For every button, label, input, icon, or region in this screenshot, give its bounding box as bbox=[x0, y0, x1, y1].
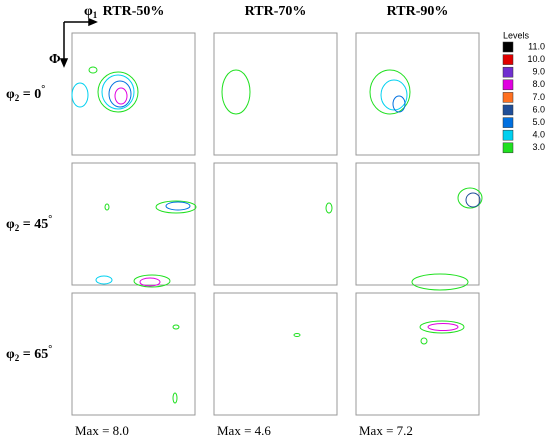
row-text: = 45 bbox=[19, 217, 48, 232]
legend-swatch bbox=[502, 54, 514, 65]
Phi-label: Φ bbox=[49, 52, 61, 67]
legend-swatch bbox=[502, 41, 514, 53]
section-panel bbox=[71, 292, 196, 416]
row-symbol: φ bbox=[6, 347, 15, 362]
legend-swatch bbox=[502, 92, 514, 103]
section-panel bbox=[355, 292, 480, 416]
legend: 11.0 10.0 9.0 8.0 7.0 6.0 5.0 4.0 3.0 bbox=[502, 41, 545, 154]
column-title: RTR-90% bbox=[387, 4, 449, 19]
max-label: Max = 7.2 bbox=[359, 423, 413, 438]
row-superscript: ° bbox=[48, 214, 52, 225]
phi1-symbol: φ bbox=[84, 4, 93, 19]
section-panel bbox=[355, 162, 480, 286]
contours bbox=[71, 66, 483, 404]
legend-label: 5.0 bbox=[532, 117, 545, 127]
legend-label: 9.0 bbox=[532, 67, 545, 77]
legend-label: 7.0 bbox=[532, 92, 545, 102]
row-text: = 0 bbox=[19, 87, 41, 102]
row-subscript: 2 bbox=[15, 223, 20, 233]
section-panel bbox=[71, 32, 196, 156]
legend-label: 11.0 bbox=[528, 41, 545, 51]
legend-label: 4.0 bbox=[532, 130, 545, 140]
phi1-subscript: 1 bbox=[93, 10, 98, 20]
row-label: φ2 = 0° bbox=[6, 84, 45, 103]
column-title: RTR-70% bbox=[245, 4, 307, 19]
row-symbol: φ bbox=[6, 87, 15, 102]
section-panel bbox=[71, 162, 196, 286]
legend-swatch bbox=[502, 129, 514, 141]
legend-swatch bbox=[502, 79, 514, 91]
section-panel bbox=[213, 32, 338, 156]
section-panel bbox=[355, 32, 480, 156]
legend-label: 3.0 bbox=[532, 142, 545, 152]
row-label: φ2 = 45° bbox=[6, 214, 52, 233]
row-label: φ2 = 65° bbox=[6, 344, 52, 363]
max-label: Max = 4.6 bbox=[217, 423, 271, 438]
legend-swatch bbox=[502, 142, 514, 154]
legend-swatch bbox=[502, 66, 514, 78]
legend-title: Levels bbox=[503, 30, 530, 40]
panels bbox=[71, 32, 480, 416]
legend-label: 10.0 bbox=[527, 54, 545, 64]
legend-swatch bbox=[502, 104, 514, 116]
section-panel bbox=[213, 162, 338, 286]
legend-label: 8.0 bbox=[532, 79, 545, 89]
legend-label: 6.0 bbox=[532, 104, 545, 114]
axis-arrows bbox=[59, 17, 98, 68]
row-superscript: ° bbox=[48, 344, 52, 355]
section-panel bbox=[213, 292, 338, 416]
phi1-label: φ1 bbox=[84, 4, 98, 20]
column-title: RTR-50% bbox=[103, 4, 165, 19]
row-subscript: 2 bbox=[15, 93, 20, 103]
row-superscript: ° bbox=[41, 84, 45, 95]
max-label: Max = 8.0 bbox=[75, 423, 129, 438]
legend-swatch bbox=[502, 117, 514, 128]
row-text: = 65 bbox=[19, 347, 48, 362]
row-subscript: 2 bbox=[15, 353, 20, 363]
row-symbol: φ bbox=[6, 217, 15, 232]
